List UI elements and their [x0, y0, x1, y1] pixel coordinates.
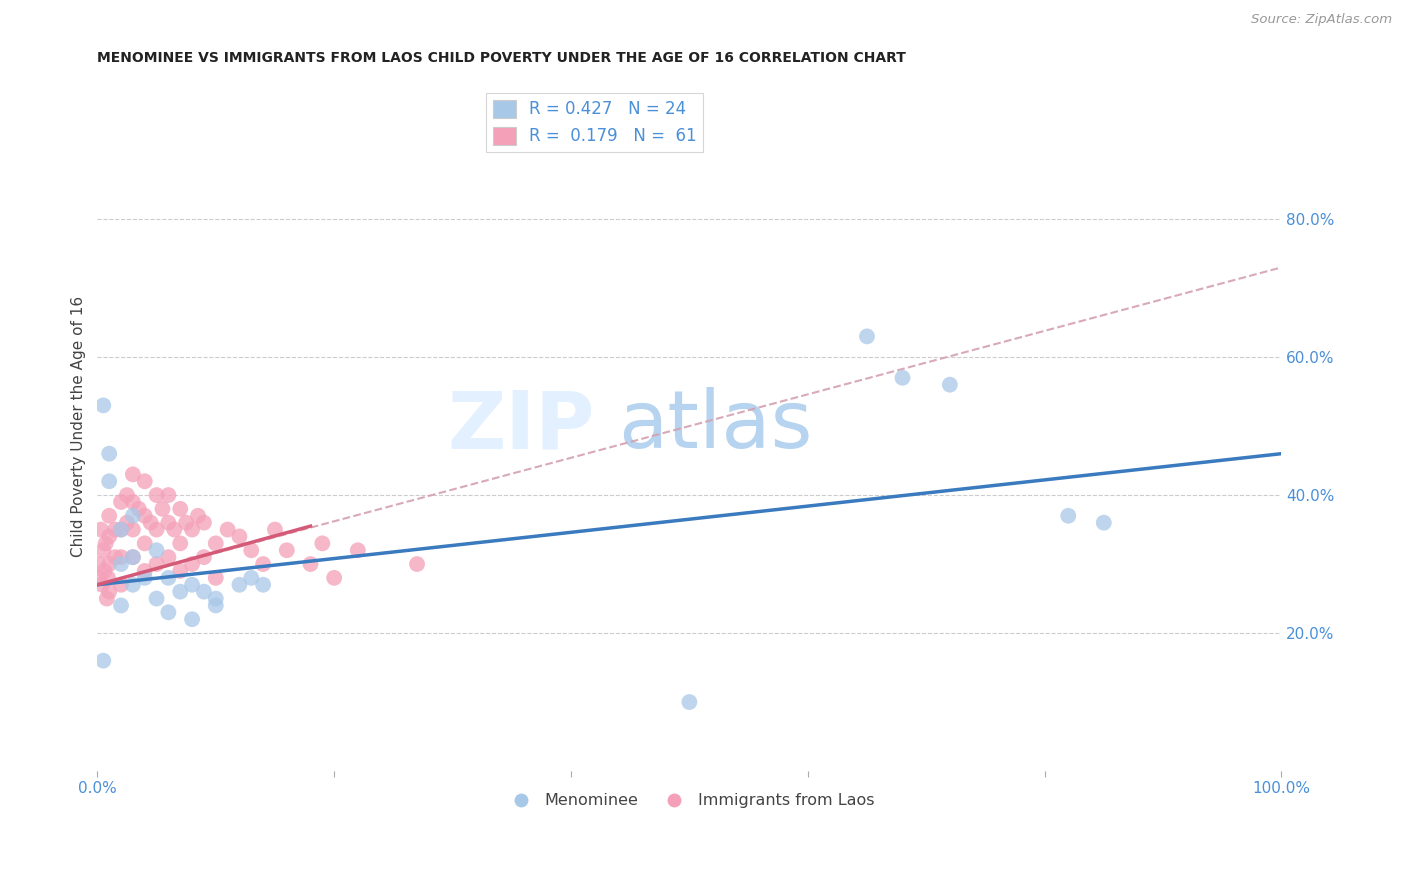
- Point: [157, 571, 180, 585]
- Point: [104, 550, 127, 565]
- Point: [204, 536, 226, 550]
- Point: [240, 571, 263, 585]
- Point: [115, 516, 138, 530]
- Point: [169, 536, 191, 550]
- Point: [93, 564, 115, 578]
- Point: [91, 398, 114, 412]
- Point: [87, 557, 110, 571]
- Point: [110, 578, 132, 592]
- Point: [157, 550, 180, 565]
- Point: [181, 557, 204, 571]
- Point: [110, 557, 132, 571]
- Point: [89, 571, 111, 585]
- Point: [122, 578, 145, 592]
- Point: [276, 543, 298, 558]
- Point: [252, 557, 274, 571]
- Point: [169, 584, 191, 599]
- Point: [181, 578, 204, 592]
- Point: [204, 599, 226, 613]
- Legend: Menominee, Immigrants from Laos: Menominee, Immigrants from Laos: [498, 787, 880, 814]
- Point: [110, 523, 132, 537]
- Point: [169, 564, 191, 578]
- Point: [96, 591, 118, 606]
- Point: [217, 523, 239, 537]
- Point: [115, 488, 138, 502]
- Point: [323, 571, 346, 585]
- Point: [122, 523, 145, 537]
- Point: [264, 523, 287, 537]
- Point: [91, 543, 114, 558]
- Y-axis label: Child Poverty Under the Age of 16: Child Poverty Under the Age of 16: [72, 295, 86, 557]
- Point: [122, 495, 145, 509]
- Point: [122, 550, 145, 565]
- Point: [145, 523, 167, 537]
- Point: [104, 523, 127, 537]
- Point: [891, 371, 914, 385]
- Point: [856, 329, 879, 343]
- Point: [157, 605, 180, 619]
- Point: [145, 557, 167, 571]
- Point: [97, 571, 120, 585]
- Point: [98, 475, 121, 489]
- Point: [91, 654, 114, 668]
- Point: [139, 516, 162, 530]
- Text: ZIP: ZIP: [447, 387, 595, 465]
- Point: [174, 516, 197, 530]
- Point: [204, 571, 226, 585]
- Point: [181, 612, 204, 626]
- Point: [187, 508, 209, 523]
- Point: [122, 467, 145, 482]
- Point: [157, 488, 180, 502]
- Point: [98, 529, 121, 543]
- Point: [678, 695, 700, 709]
- Point: [90, 523, 112, 537]
- Point: [134, 571, 156, 585]
- Point: [122, 508, 145, 523]
- Point: [193, 550, 215, 565]
- Point: [134, 508, 156, 523]
- Point: [152, 501, 174, 516]
- Point: [181, 523, 204, 537]
- Point: [347, 543, 370, 558]
- Point: [204, 591, 226, 606]
- Point: [134, 475, 156, 489]
- Point: [134, 564, 156, 578]
- Text: atlas: atlas: [619, 387, 813, 465]
- Point: [311, 536, 333, 550]
- Point: [94, 536, 117, 550]
- Point: [110, 495, 132, 509]
- Text: Source: ZipAtlas.com: Source: ZipAtlas.com: [1251, 13, 1392, 27]
- Point: [240, 543, 263, 558]
- Point: [110, 523, 132, 537]
- Point: [193, 516, 215, 530]
- Point: [91, 578, 114, 592]
- Point: [252, 578, 274, 592]
- Point: [110, 550, 132, 565]
- Point: [1057, 508, 1080, 523]
- Point: [122, 550, 145, 565]
- Text: MENOMINEE VS IMMIGRANTS FROM LAOS CHILD POVERTY UNDER THE AGE OF 16 CORRELATION : MENOMINEE VS IMMIGRANTS FROM LAOS CHILD …: [97, 51, 907, 65]
- Point: [406, 557, 429, 571]
- Point: [163, 523, 186, 537]
- Point: [145, 488, 167, 502]
- Point: [98, 508, 121, 523]
- Point: [98, 584, 121, 599]
- Point: [169, 501, 191, 516]
- Point: [128, 501, 150, 516]
- Point: [98, 447, 121, 461]
- Point: [98, 557, 121, 571]
- Point: [939, 377, 962, 392]
- Point: [134, 536, 156, 550]
- Point: [228, 529, 250, 543]
- Point: [145, 591, 167, 606]
- Point: [1092, 516, 1115, 530]
- Point: [110, 599, 132, 613]
- Point: [193, 584, 215, 599]
- Point: [299, 557, 322, 571]
- Point: [157, 516, 180, 530]
- Point: [145, 543, 167, 558]
- Point: [228, 578, 250, 592]
